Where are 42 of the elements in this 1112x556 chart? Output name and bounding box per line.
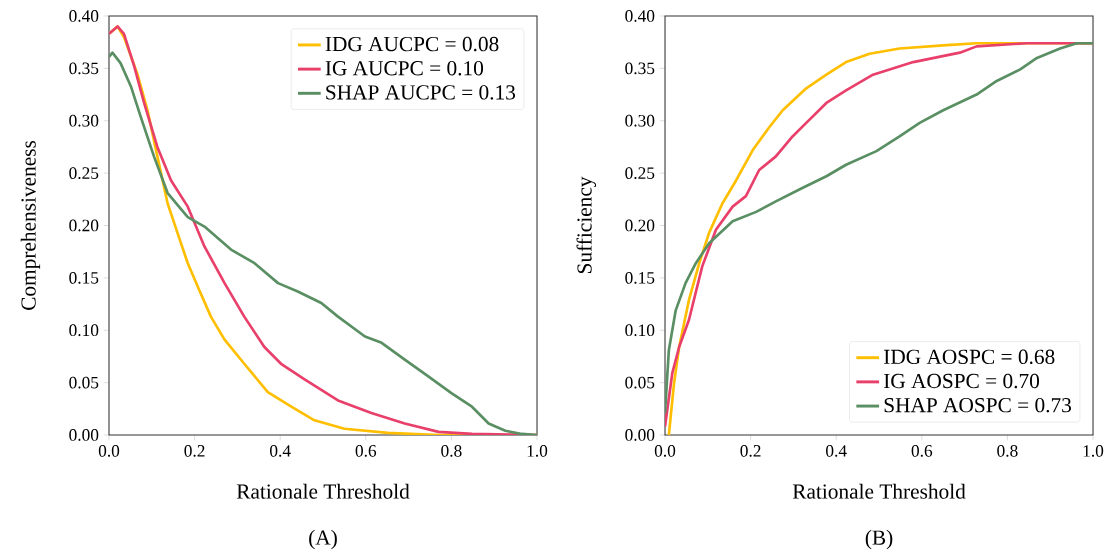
- y-tick-label: 0.10: [625, 324, 655, 337]
- y-tick-label: 0.35: [625, 62, 655, 75]
- legend-label: IG AOSPC = 0.70: [884, 373, 1040, 389]
- y-tick-label: 0.10: [69, 324, 99, 337]
- x-tick-label: 0.6: [911, 445, 933, 457]
- y-tick-label: 0.40: [69, 10, 99, 22]
- y-tick-label: 0.05: [69, 376, 99, 389]
- legend-label: SHAP AOSPC = 0.73: [884, 397, 1072, 413]
- x-tick-label: 1.0: [527, 445, 548, 457]
- legend-label: SHAP AUCPC = 0.13: [326, 85, 516, 100]
- y-axis-title: Comprehensiveness: [20, 140, 41, 310]
- legend-label: IDG AOSPC = 0.68: [884, 349, 1055, 365]
- legend-label: IG AUCPC = 0.10: [325, 61, 484, 76]
- y-axis-title: Sufficiency: [576, 176, 597, 274]
- text: (B): [865, 529, 893, 550]
- y-tick-label: 0.00: [69, 429, 99, 441]
- x-tick-label: 0.0: [98, 445, 120, 457]
- x-tick-label: 0.8: [441, 445, 462, 457]
- x-tick-label: 0.4: [270, 445, 291, 457]
- x-tick-label: 0.8: [997, 445, 1018, 457]
- x-tick-label: 0.6: [355, 445, 377, 457]
- x-tick-label: 0.0: [654, 445, 676, 457]
- x-tick-label: 0.2: [740, 445, 761, 457]
- y-tick-label: 0.20: [69, 219, 99, 232]
- text: (A): [309, 529, 337, 550]
- x-tick-label: 0.4: [826, 445, 847, 457]
- x-tick-label: 1.0: [1083, 445, 1104, 457]
- x-axis-title: Rationale Threshold: [236, 483, 410, 499]
- y-tick-label: 0.35: [69, 62, 99, 75]
- legend-label: IDG AUCPC = 0.08: [325, 36, 499, 52]
- y-tick-label: 0.15: [69, 271, 99, 284]
- y-tick-label: 0.30: [625, 114, 655, 127]
- y-tick-label: 0.20: [625, 219, 655, 232]
- y-tick-label: 0.40: [625, 10, 655, 22]
- y-tick-label: 0.30: [69, 114, 99, 127]
- y-tick-label: 0.15: [625, 271, 655, 284]
- y-tick-label: 0.25: [625, 167, 655, 180]
- x-axis-title: Rationale Threshold: [792, 483, 966, 499]
- y-tick-label: 0.05: [625, 376, 655, 389]
- y-tick-label: 0.25: [69, 167, 99, 180]
- x-tick-label: 0.2: [184, 445, 205, 457]
- y-tick-label: 0.00: [625, 429, 655, 441]
